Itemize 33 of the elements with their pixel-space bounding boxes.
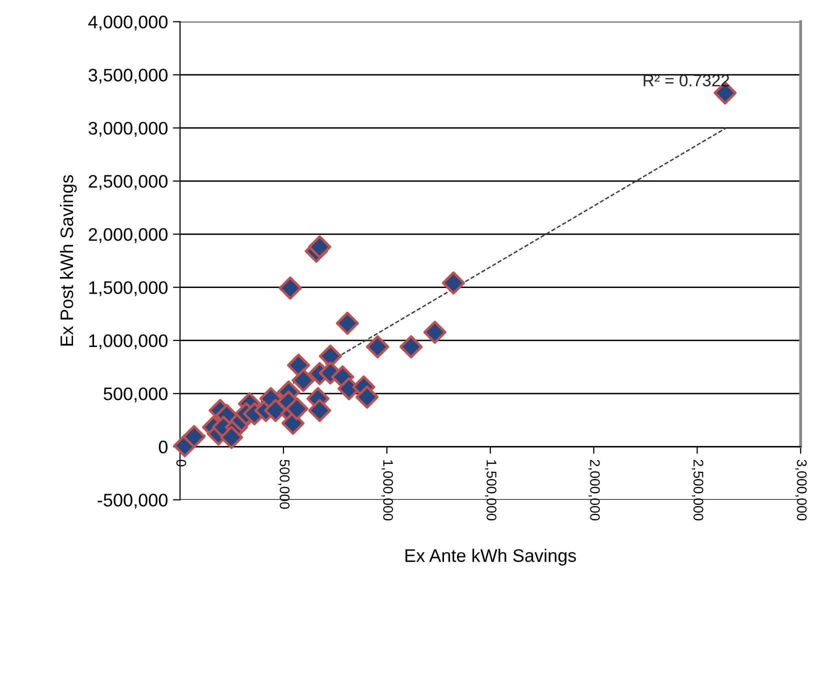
point	[287, 354, 310, 377]
point	[292, 368, 315, 392]
x-axis-title: Ex Ante kWh Savings	[406, 548, 576, 566]
point	[220, 426, 244, 449]
y-tick-label: 1,500,000	[89, 281, 168, 296]
x-tick-label: 2,500,000	[692, 460, 704, 520]
y-tick-label: 0	[158, 440, 168, 454]
point	[285, 397, 308, 420]
x-tick-label: 2,000,000	[588, 460, 600, 520]
x-tick-label: 3,000,000	[795, 460, 807, 520]
x-tick-label: 500,000	[278, 460, 290, 509]
point	[278, 276, 302, 300]
y-tick-label: 500,000	[104, 387, 168, 402]
y-tick-label: 1,000,000	[89, 334, 168, 350]
point	[355, 386, 379, 409]
y-axis-title: Ex Post kWh Savings	[60, 175, 77, 346]
point	[308, 398, 332, 422]
y-tick-label: -500,000	[98, 494, 168, 509]
point	[400, 335, 423, 358]
x-tick-label: 1,500,000	[484, 460, 496, 520]
point	[308, 235, 332, 258]
point	[423, 320, 446, 344]
point	[442, 271, 466, 295]
y-tick-label: 4,000,000	[88, 16, 168, 31]
y-tick-label: 3,500,000	[88, 68, 168, 84]
y-tick-label: 2,000,000	[88, 228, 168, 244]
point	[182, 425, 206, 448]
annotation: R² = 0.7322	[644, 74, 730, 86]
point	[366, 335, 390, 358]
y-tick-label: 3,000,000	[88, 122, 168, 137]
point	[336, 312, 359, 335]
y-tick-label: 2,500,000	[88, 175, 168, 190]
x-tick-label: 1,000,000	[382, 460, 393, 520]
